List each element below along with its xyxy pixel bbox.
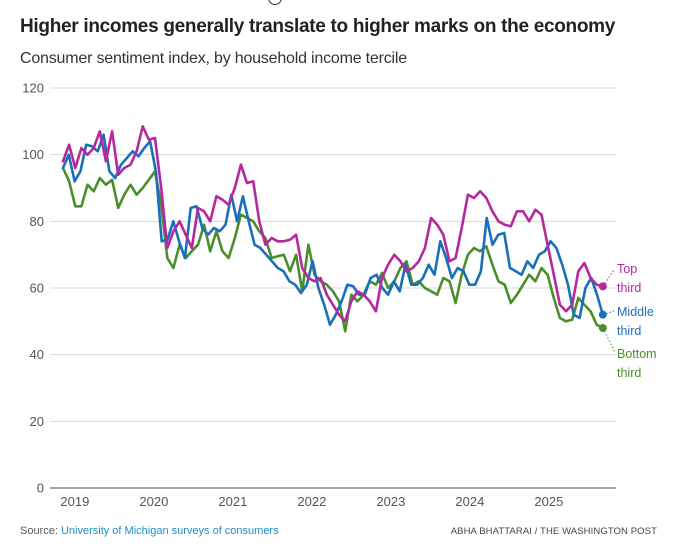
- series-label: Bottom: [617, 347, 657, 361]
- y-tick-label: 20: [30, 414, 44, 429]
- x-tick-label: 2023: [376, 494, 405, 509]
- y-tick-label: 40: [30, 347, 44, 362]
- x-tick-label: 2024: [455, 494, 484, 509]
- y-tick-label: 60: [30, 281, 44, 296]
- y-axis-ticks: 0 20 40 60 80 100 120: [22, 81, 44, 496]
- chart-title: Higher incomes generally translate to hi…: [20, 16, 616, 37]
- source-link[interactable]: University of Michigan surveys of consum…: [60, 525, 279, 537]
- y-tick-label: 80: [30, 214, 44, 229]
- x-tick-label: 2022: [297, 494, 326, 509]
- source-note: Source: University of Michigan surveys o…: [20, 525, 279, 537]
- credit-line: ABHA BHATTARAI / THE WASHINGTON POST: [450, 526, 657, 537]
- series-lines: [61, 125, 607, 333]
- series-line-top-third: [61, 125, 605, 323]
- y-tick-label: 100: [22, 147, 44, 162]
- y-tick-label: 0: [37, 481, 44, 496]
- x-tick-label: 2019: [60, 494, 89, 509]
- source-prefix: Source:: [20, 525, 61, 537]
- x-tick-label: 2025: [534, 494, 563, 509]
- x-tick-label: 2020: [139, 494, 168, 509]
- series-line-middle-third: [61, 133, 605, 327]
- series-line-bottom-third: [61, 166, 605, 333]
- x-tick-label: 2021: [218, 494, 247, 509]
- chart-subtitle: Consumer sentiment index, by household i…: [20, 50, 407, 67]
- gridlines: [50, 87, 616, 489]
- series-end-labels: Bottom third Middle third Top third: [602, 262, 657, 380]
- series-label: Middle: [617, 305, 654, 319]
- series-label: third: [617, 366, 641, 380]
- y-tick-label: 120: [22, 81, 44, 96]
- series-label: third: [617, 281, 641, 295]
- leader-line: [602, 327, 616, 353]
- series-label: third: [617, 324, 641, 338]
- series-label: Top: [617, 262, 637, 276]
- x-axis-ticks: 2019 2020 2021 2022 2023 2024 2025: [60, 494, 563, 509]
